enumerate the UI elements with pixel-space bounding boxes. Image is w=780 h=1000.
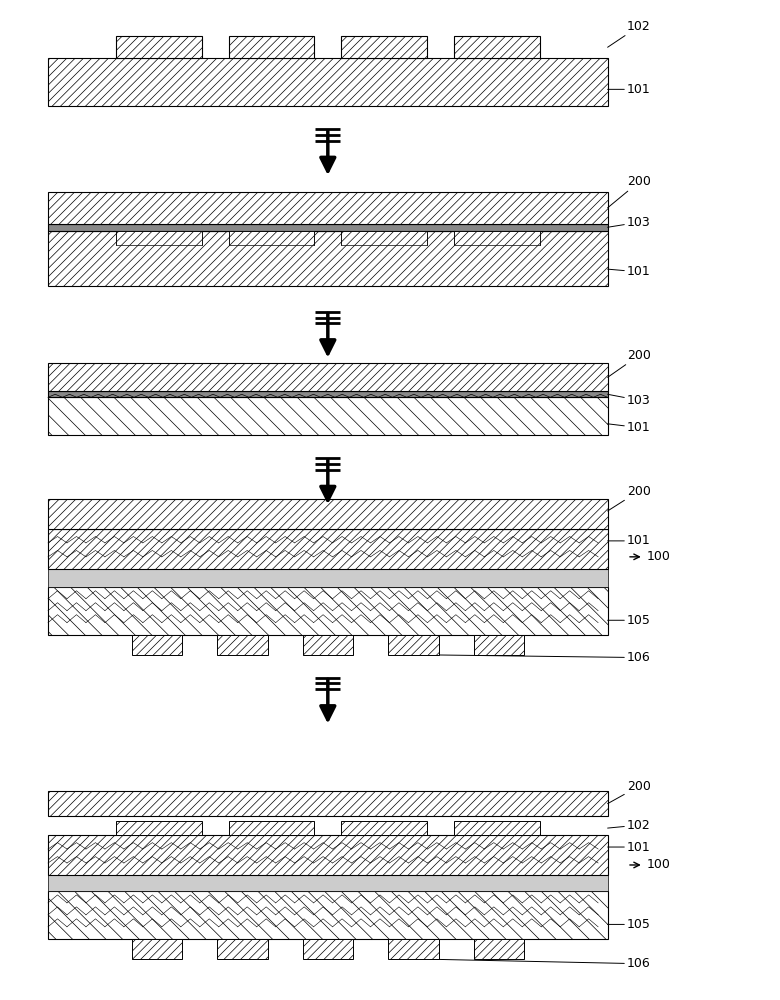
Bar [229, 821, 314, 835]
Text: 106: 106 [406, 957, 651, 970]
Bar [229, 231, 314, 245]
Bar [48, 231, 608, 286]
Bar [48, 875, 608, 891]
Bar [48, 363, 608, 391]
Bar [48, 569, 608, 587]
Text: 200: 200 [608, 485, 651, 511]
Bar [48, 791, 608, 816]
Bar [388, 635, 438, 655]
Bar [48, 835, 608, 875]
Bar [229, 36, 314, 58]
Bar [116, 821, 201, 835]
Text: 103: 103 [608, 394, 651, 407]
Bar [217, 939, 268, 959]
Text: 100: 100 [629, 550, 670, 563]
Bar [132, 635, 182, 655]
Text: 101: 101 [608, 83, 651, 96]
Bar [342, 231, 427, 245]
Bar [48, 529, 608, 569]
Bar [342, 36, 427, 58]
Bar [454, 36, 540, 58]
Bar [116, 36, 201, 58]
Text: 102: 102 [608, 20, 651, 47]
Text: 100: 100 [629, 858, 670, 871]
Text: 101: 101 [608, 534, 651, 547]
Bar [473, 939, 524, 959]
Bar [48, 587, 608, 635]
Text: 106: 106 [406, 651, 651, 664]
Text: 101: 101 [608, 841, 651, 854]
Text: 103: 103 [608, 216, 651, 229]
Text: 102: 102 [608, 819, 651, 832]
Text: 101: 101 [608, 265, 651, 278]
Bar [342, 821, 427, 835]
Text: 200: 200 [608, 349, 651, 377]
Bar [48, 58, 608, 106]
Text: 105: 105 [608, 614, 651, 627]
Bar [48, 192, 608, 224]
Text: 101: 101 [608, 421, 651, 434]
Text: 105: 105 [608, 918, 651, 931]
Bar [132, 939, 182, 959]
Bar [303, 635, 353, 655]
Bar [48, 391, 608, 397]
Bar [48, 499, 608, 529]
Bar [303, 939, 353, 959]
Bar [116, 231, 201, 245]
Text: 200: 200 [608, 780, 651, 804]
Bar [48, 891, 608, 939]
Bar [48, 224, 608, 231]
Bar [388, 939, 438, 959]
Bar [473, 635, 524, 655]
Bar [48, 397, 608, 435]
Text: 200: 200 [608, 175, 651, 208]
Bar [454, 231, 540, 245]
Bar [217, 635, 268, 655]
Bar [454, 821, 540, 835]
